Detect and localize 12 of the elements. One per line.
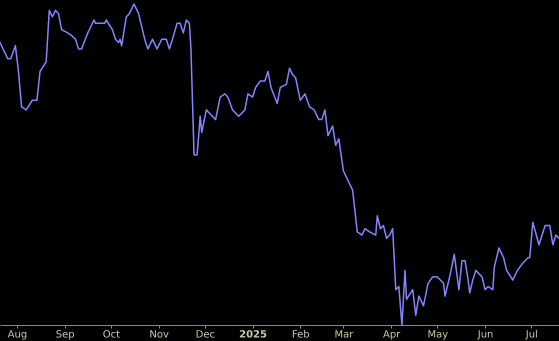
x-tick-label: Oct [102, 330, 120, 340]
x-tick-label: Apr [382, 330, 402, 340]
x-tick-label: Mar [334, 330, 354, 340]
x-tick-label: 2025 [239, 330, 268, 340]
x-tick-label: Jun [476, 330, 494, 340]
x-tick-label: Aug [8, 330, 28, 340]
x-tick-label: Sep [56, 330, 75, 340]
x-tick-label: Nov [149, 330, 169, 340]
x-tick-label: Dec [196, 330, 215, 340]
x-tick-label: May [428, 330, 448, 340]
x-tick-label: Feb [292, 330, 310, 340]
x-tick-label: Jul [524, 330, 538, 340]
